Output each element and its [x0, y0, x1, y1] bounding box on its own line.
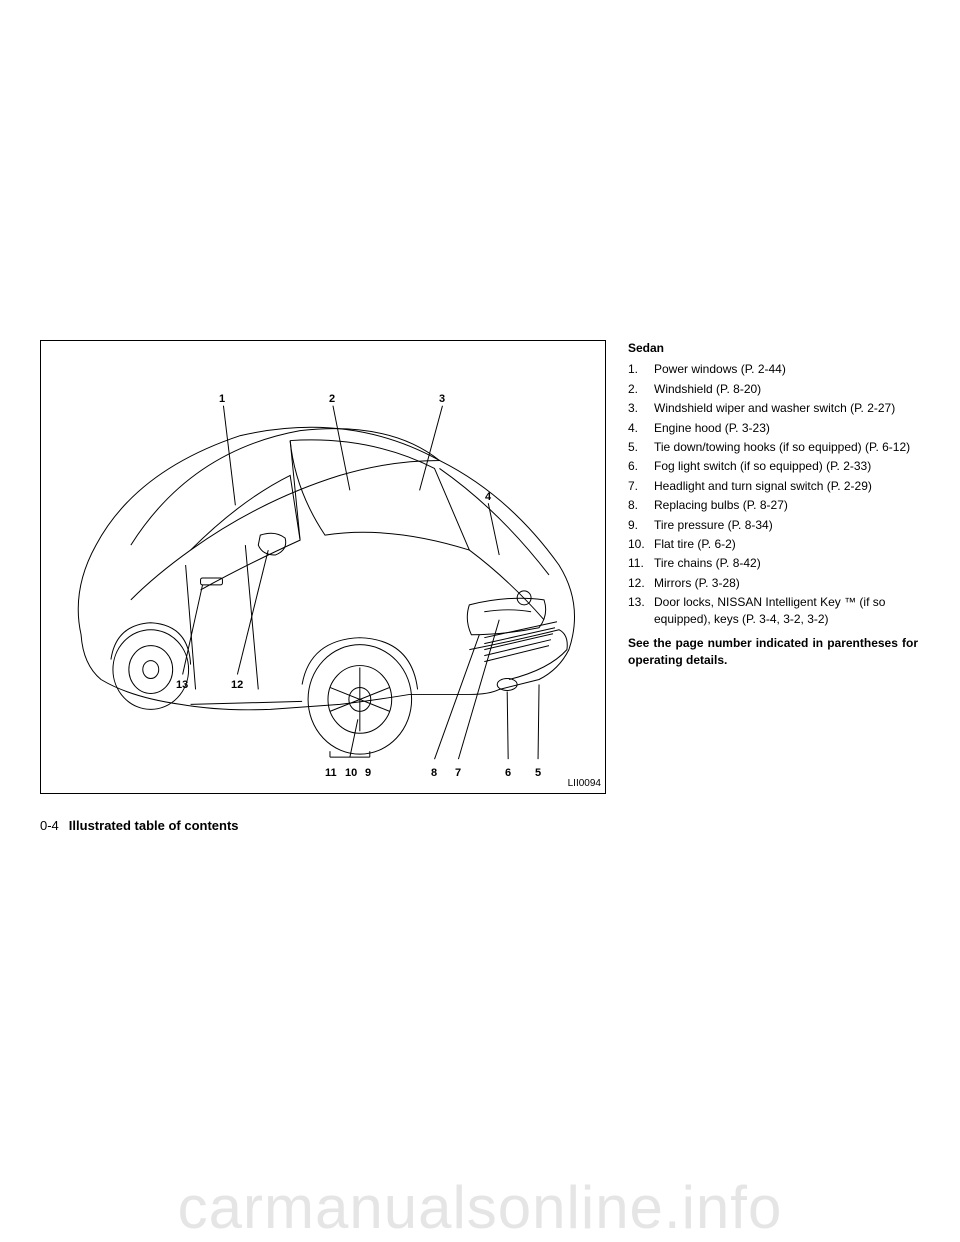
item-text: Tie down/towing hooks (if so equipped) (… [654, 439, 910, 456]
item-text: Flat tire (P. 6-2) [654, 536, 736, 553]
item-text: Door locks, NISSAN Intelligent Key ™ (if… [654, 594, 918, 629]
list-item: 7.Headlight and turn signal switch (P. 2… [628, 478, 918, 495]
list-item: 6.Fog light switch (if so equipped) (P. … [628, 458, 918, 475]
item-text: Tire pressure (P. 8-34) [654, 517, 773, 534]
content-row: 1 2 3 4 13 12 11 10 9 8 7 6 5 LII0094 Se… [40, 340, 920, 794]
figure-code: LII0094 [568, 778, 601, 789]
list-item: 11.Tire chains (P. 8-42) [628, 555, 918, 572]
item-text: Mirrors (P. 3-28) [654, 575, 740, 592]
callout-6: 6 [505, 767, 511, 779]
page-number: 0-4 [40, 818, 59, 833]
list-item: 13.Door locks, NISSAN Intelligent Key ™ … [628, 594, 918, 629]
right-column: Sedan 1.Power windows (P. 2-44) 2.Windsh… [628, 340, 918, 670]
item-number: 2. [628, 381, 654, 398]
item-number: 8. [628, 497, 654, 514]
list-item: 10.Flat tire (P. 6-2) [628, 536, 918, 553]
item-text: Engine hood (P. 3-23) [654, 420, 770, 437]
footer-title: Illustrated table of contents [69, 818, 239, 833]
item-text: Fog light switch (if so equipped) (P. 2-… [654, 458, 871, 475]
item-number: 10. [628, 536, 654, 553]
item-number: 3. [628, 400, 654, 417]
list-item: 9.Tire pressure (P. 8-34) [628, 517, 918, 534]
item-text: Replacing bulbs (P. 8-27) [654, 497, 788, 514]
callout-1: 1 [219, 393, 225, 405]
callout-9: 9 [365, 767, 371, 779]
item-number: 9. [628, 517, 654, 534]
list-item: 5.Tie down/towing hooks (if so equipped)… [628, 439, 918, 456]
callout-10: 10 [345, 767, 357, 779]
item-text: Headlight and turn signal switch (P. 2-2… [654, 478, 872, 495]
page-content: 1 2 3 4 13 12 11 10 9 8 7 6 5 LII0094 Se… [40, 340, 920, 794]
callout-11: 11 [325, 767, 337, 779]
list-item: 8.Replacing bulbs (P. 8-27) [628, 497, 918, 514]
item-text: Windshield wiper and washer switch (P. 2… [654, 400, 895, 417]
section-heading: Sedan [628, 340, 918, 357]
item-number: 11. [628, 555, 654, 572]
callout-12: 12 [231, 679, 243, 691]
item-number: 13. [628, 594, 654, 629]
list-item: 2.Windshield (P. 8-20) [628, 381, 918, 398]
item-number: 1. [628, 361, 654, 378]
callout-4: 4 [485, 491, 491, 503]
item-text: Windshield (P. 8-20) [654, 381, 761, 398]
list-item: 1.Power windows (P. 2-44) [628, 361, 918, 378]
item-number: 5. [628, 439, 654, 456]
item-number: 12. [628, 575, 654, 592]
item-text: Tire chains (P. 8-42) [654, 555, 761, 572]
callout-3: 3 [439, 393, 445, 405]
page-footer: 0-4 Illustrated table of contents [40, 818, 239, 833]
vehicle-diagram: 1 2 3 4 13 12 11 10 9 8 7 6 5 LII0094 [40, 340, 606, 794]
callout-7: 7 [455, 767, 461, 779]
list-item: 3.Windshield wiper and washer switch (P.… [628, 400, 918, 417]
item-number: 6. [628, 458, 654, 475]
footnote: See the page number indicated in paren­t… [628, 635, 918, 670]
car-line-drawing [41, 341, 605, 793]
item-number: 4. [628, 420, 654, 437]
callout-2: 2 [329, 393, 335, 405]
callout-8: 8 [431, 767, 437, 779]
callout-13: 13 [176, 679, 188, 691]
callout-5: 5 [535, 767, 541, 779]
list-item: 4.Engine hood (P. 3-23) [628, 420, 918, 437]
watermark: carmanualsonline.info [0, 1173, 960, 1242]
item-number: 7. [628, 478, 654, 495]
list-item: 12.Mirrors (P. 3-28) [628, 575, 918, 592]
parts-list: 1.Power windows (P. 2-44) 2.Windshield (… [628, 361, 918, 628]
item-text: Power windows (P. 2-44) [654, 361, 786, 378]
